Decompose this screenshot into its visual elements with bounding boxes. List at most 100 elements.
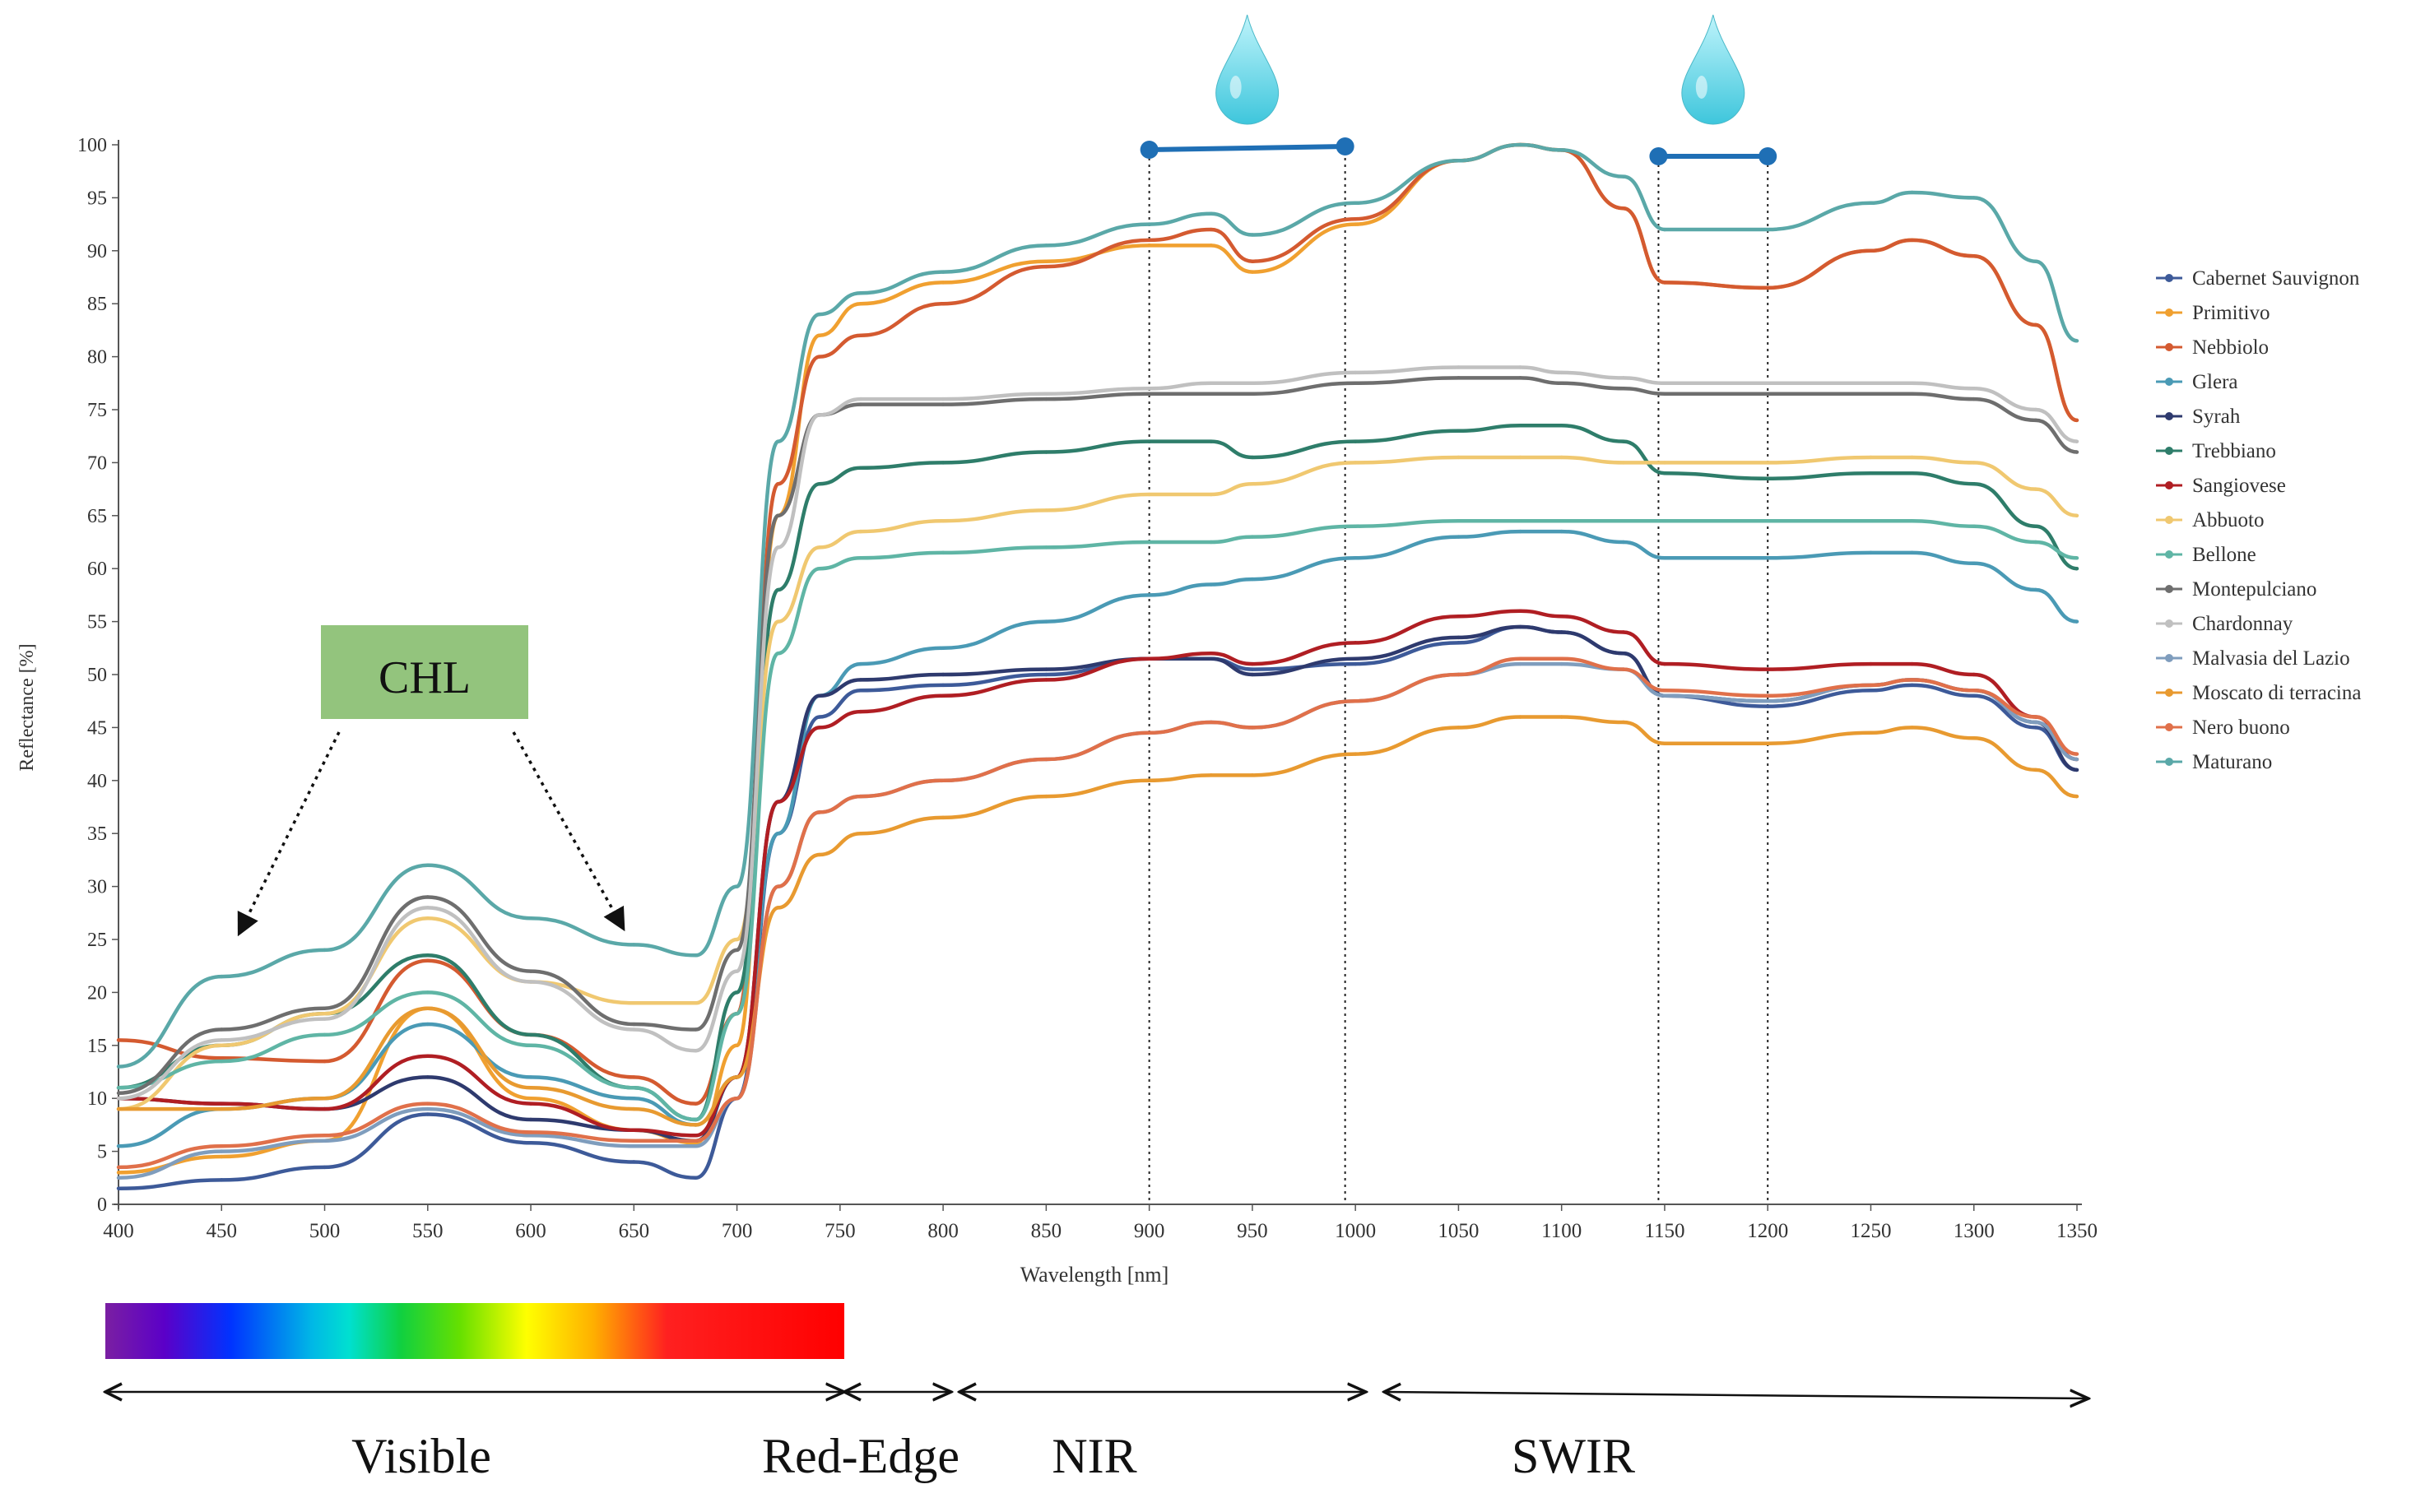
legend-label: Maturano bbox=[2192, 751, 2272, 773]
series-point bbox=[1518, 529, 1522, 534]
series-point bbox=[1621, 461, 1626, 465]
series-point bbox=[1353, 201, 1358, 206]
series-point bbox=[817, 693, 821, 698]
series-point bbox=[632, 943, 636, 947]
chl-box bbox=[321, 625, 528, 719]
water-drop-icon bbox=[1681, 14, 1745, 125]
series-point bbox=[1353, 524, 1358, 528]
series-point bbox=[1766, 704, 1770, 708]
series-point bbox=[220, 1149, 224, 1153]
series-point bbox=[1209, 652, 1213, 656]
legend-label: Bellone bbox=[2192, 544, 2256, 566]
series-point bbox=[425, 1006, 430, 1010]
series-point bbox=[776, 587, 780, 592]
series-point bbox=[116, 1171, 121, 1175]
y-tick-label: 30 bbox=[87, 877, 107, 898]
series-line bbox=[118, 142, 2078, 1106]
series-point bbox=[1869, 381, 1873, 385]
y-tick-label: 45 bbox=[87, 717, 107, 739]
series-point bbox=[1209, 540, 1213, 545]
series-point bbox=[1662, 471, 1667, 475]
series-point bbox=[2075, 768, 2079, 772]
series-point bbox=[323, 1106, 327, 1111]
series-point bbox=[632, 1022, 636, 1027]
series-point bbox=[1559, 630, 1563, 634]
series-point bbox=[817, 355, 821, 359]
series-line bbox=[118, 142, 2078, 1069]
region-arrow bbox=[1384, 1392, 2088, 1398]
series-point bbox=[1353, 439, 1358, 443]
y-tick-label: 25 bbox=[87, 930, 107, 951]
y-tick-label: 65 bbox=[87, 506, 107, 527]
series-point bbox=[858, 466, 863, 471]
water-drop-highlight bbox=[1229, 76, 1242, 99]
series-point bbox=[858, 678, 863, 682]
series-point bbox=[1147, 492, 1151, 497]
series-point bbox=[817, 852, 821, 857]
y-tick-label: 85 bbox=[87, 294, 107, 315]
series-point bbox=[1044, 392, 1048, 396]
y-tick-label: 50 bbox=[87, 665, 107, 686]
series-point bbox=[1766, 381, 1770, 385]
series-point bbox=[1147, 593, 1151, 597]
series-point bbox=[528, 1075, 533, 1079]
series-point bbox=[1209, 656, 1213, 661]
series-point bbox=[1621, 174, 1626, 179]
series-point bbox=[1621, 540, 1626, 545]
chl-annotation: CHL bbox=[237, 625, 625, 937]
series-point bbox=[941, 281, 945, 285]
series-point bbox=[1147, 392, 1151, 396]
series-point bbox=[425, 1112, 430, 1116]
y-tick-label: 55 bbox=[87, 612, 107, 633]
series-point bbox=[1250, 667, 1255, 671]
y-axis: 0 5 10 15 20 25 30 35 40 45 50 55 60 65 70 75 80 85 90 95 10… bbox=[77, 135, 118, 1216]
water-band-endpoint bbox=[1649, 147, 1668, 165]
series-point bbox=[694, 1001, 698, 1005]
series-point bbox=[1869, 201, 1873, 206]
series-point bbox=[1910, 519, 1914, 523]
legend-swatch-marker bbox=[2165, 343, 2173, 351]
series-point bbox=[1353, 370, 1358, 375]
legend-label: Montepulciano bbox=[2192, 578, 2316, 601]
legend-label: Nero buono bbox=[2192, 717, 2290, 739]
series-point bbox=[1910, 726, 1914, 730]
legend-label: Nebbiolo bbox=[2192, 336, 2269, 359]
series-point bbox=[425, 1054, 430, 1058]
y-tick-label: 75 bbox=[87, 400, 107, 421]
series-point bbox=[694, 1134, 698, 1138]
series-point bbox=[694, 1139, 698, 1143]
legend-swatch-marker bbox=[2165, 654, 2173, 662]
series-point bbox=[1662, 556, 1667, 560]
series-point bbox=[1910, 381, 1914, 385]
series-point bbox=[220, 1102, 224, 1106]
series-point bbox=[220, 1043, 224, 1048]
series-point bbox=[1662, 281, 1667, 285]
series-point bbox=[1147, 540, 1151, 545]
series-point bbox=[1457, 159, 1461, 163]
y-tick-label: 5 bbox=[97, 1142, 107, 1163]
series-point bbox=[1559, 529, 1563, 534]
series-point bbox=[425, 863, 430, 868]
y-tick-label: 100 bbox=[77, 135, 107, 156]
series-point bbox=[1766, 519, 1770, 523]
series-lines bbox=[116, 142, 2079, 1190]
series-point bbox=[1621, 667, 1626, 671]
series-point bbox=[858, 333, 863, 338]
series-point bbox=[1869, 471, 1873, 475]
series-point bbox=[528, 1117, 533, 1122]
series-point bbox=[735, 937, 739, 942]
x-tick-label: 800 bbox=[927, 1220, 959, 1242]
legend-swatch-marker bbox=[2165, 516, 2173, 524]
x-tick-label: 550 bbox=[412, 1220, 444, 1242]
series-point bbox=[1972, 196, 1976, 200]
series-point bbox=[1209, 439, 1213, 443]
y-tick-label: 20 bbox=[87, 982, 107, 1004]
region-label: Visible bbox=[351, 1429, 491, 1483]
series-point bbox=[941, 302, 945, 306]
series-point bbox=[1869, 661, 1873, 666]
series-point bbox=[1209, 243, 1213, 248]
series-point bbox=[632, 1160, 636, 1164]
series-point bbox=[1910, 455, 1914, 460]
series-point bbox=[1662, 381, 1667, 385]
series-point bbox=[1972, 689, 1976, 693]
